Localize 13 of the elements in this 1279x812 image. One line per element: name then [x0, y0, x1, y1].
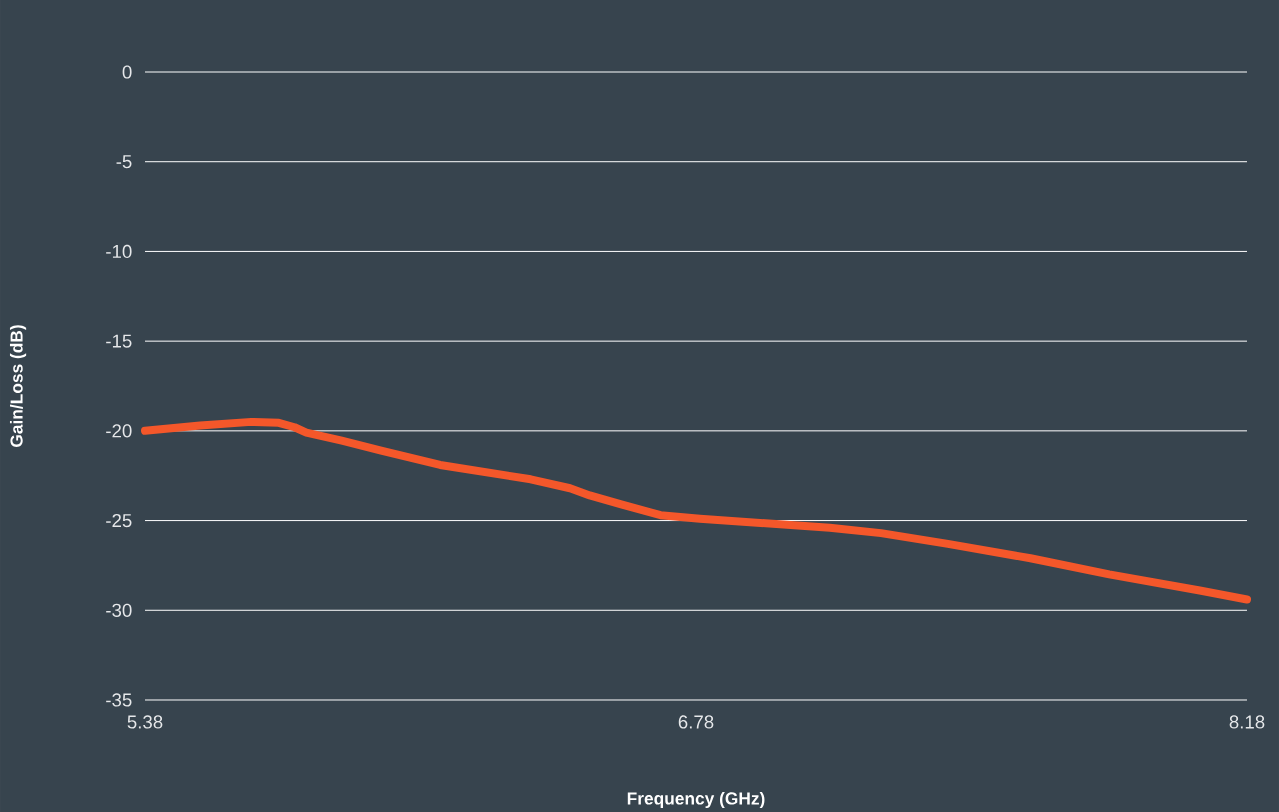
y-axis-title: Gain/Loss (dB) [9, 325, 27, 447]
y-tick-label: -20 [106, 424, 132, 438]
x-tick-label: 8.18 [1229, 715, 1265, 729]
x-tick-label: 5.38 [127, 715, 163, 729]
y-tick-label: -30 [106, 603, 132, 617]
y-tick-label: 0 [122, 65, 132, 79]
y-tick-label: -15 [106, 334, 132, 348]
y-tick-label: -25 [106, 513, 132, 527]
x-tick-label: 6.78 [678, 715, 714, 729]
y-tick-label: -35 [106, 693, 132, 707]
x-axis-title: Frequency (GHz) [627, 791, 765, 808]
y-tick-label: -10 [106, 244, 132, 258]
y-tick-label: -5 [116, 154, 132, 168]
